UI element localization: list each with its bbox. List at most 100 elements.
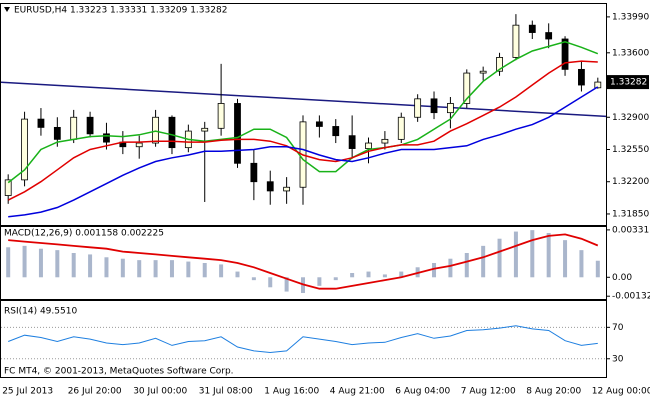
candle-body [594,81,602,89]
candle-body [135,142,143,148]
macd-bar [563,240,568,278]
y-tick-label: 0.003317 [612,225,650,235]
y-tick-label: 1.32550 [612,145,649,155]
candle-body [201,127,209,132]
candle-body [266,181,274,192]
x-tick-label: 8 Aug 20:00 [526,387,581,397]
macd-bar [153,260,158,278]
macd-bar [186,261,191,278]
candle-body [381,138,389,144]
candle-body [21,118,28,181]
candle-body [283,186,291,192]
y-tick-label: 1.32200 [612,177,649,187]
macd-title: MACD(12,26,9) 0.001158 0.002225 [4,229,164,239]
macd-bar [219,264,224,278]
candle-body [217,103,225,129]
macd-signal [8,233,599,290]
macd-bar [317,277,322,286]
main-panel-frame [0,3,607,226]
candle-body [315,121,323,127]
macd-bar [497,238,502,278]
candle-body [528,24,536,33]
macd-bar [251,277,256,281]
macd-bar [71,253,76,278]
chart-title: EURUSD,H4 1.33223 1.33331 1.33209 1.3328… [14,6,227,16]
x-tick-label: 31 Jul 08:00 [199,387,253,397]
macd-bar [513,231,518,278]
macd-bar [432,263,437,278]
candle-body [152,116,159,144]
macd-bar [399,271,404,278]
candle-body [332,126,340,137]
macd-bar [333,277,338,281]
macd-bar [22,245,27,278]
x-tick-label: 30 Jul 00:00 [133,387,187,397]
y-tick-label: 1.33990 [612,12,649,22]
y-tick-label: 0.00 [612,273,632,283]
candle-body [37,118,45,128]
y-tick-label: 30 [612,354,624,364]
candle-body [397,116,405,140]
macd-bar [284,277,289,292]
candle-body [365,142,372,149]
candle-body [53,126,61,140]
macd-bar [202,263,207,278]
macd-bar [448,258,453,278]
macd-bar [579,250,584,278]
y-tick-label: 1.32900 [612,113,649,123]
current-price-label: 1.33282 [610,78,647,88]
moving-average [7,41,599,184]
candle-body [430,98,438,114]
candle-body [479,70,487,74]
y-tick-label: 70 [612,323,624,333]
candle-body [250,162,258,183]
candle-body [578,68,585,86]
footer: FC MT4, © 2001-2013, MetaQuotes Software… [4,367,234,377]
candle-body [234,103,241,164]
macd-bar [481,245,486,278]
macd-bar [55,250,60,278]
candle-body [447,103,454,114]
x-tick-label: 12 Aug 00:00 [592,387,650,397]
candle-body [348,135,356,149]
candle-body [414,98,422,118]
x-tick-label: 26 Jul 20:00 [68,387,122,397]
y-tick-label: -0.001324 [612,292,650,302]
macd-bar [350,273,355,278]
candle-body [70,116,78,140]
macd-bar [235,271,240,278]
macd-bar [366,271,371,278]
candle-body [463,72,471,104]
macd-bar [104,257,109,278]
plot-layer: 1.33990 1.33600 1.32900 1.32550 1.32200 1.318… [0,12,650,397]
candle-body [4,179,12,196]
macd-bar [546,233,551,278]
macd-bar [268,277,273,288]
macd-bar [530,230,535,278]
y-tick-label: 1.33600 [612,48,649,58]
x-tick-label: 25 Jul 2013 [2,387,53,397]
rsi-title: RSI(14) 49.5510 [4,307,77,317]
moving-average [7,60,598,201]
trendline [0,81,607,118]
candle-body [103,133,110,143]
macd-bar [38,248,43,278]
candle-body [545,32,553,40]
macd-bar [595,260,600,278]
macd-bar [464,253,469,278]
current-price-box [607,75,649,90]
macd-bar [137,260,142,278]
candle-body [168,116,176,149]
rsi-panel-frame [0,300,607,378]
macd-bar [120,258,125,278]
x-tick-label: 4 Aug 21:00 [330,387,385,397]
macd-bar [169,260,174,278]
x-tick-label: 7 Aug 12:00 [461,387,516,397]
candle-body [512,24,520,58]
candle-body [496,57,503,72]
macd-bar [6,247,11,278]
macd-bar [382,274,387,278]
